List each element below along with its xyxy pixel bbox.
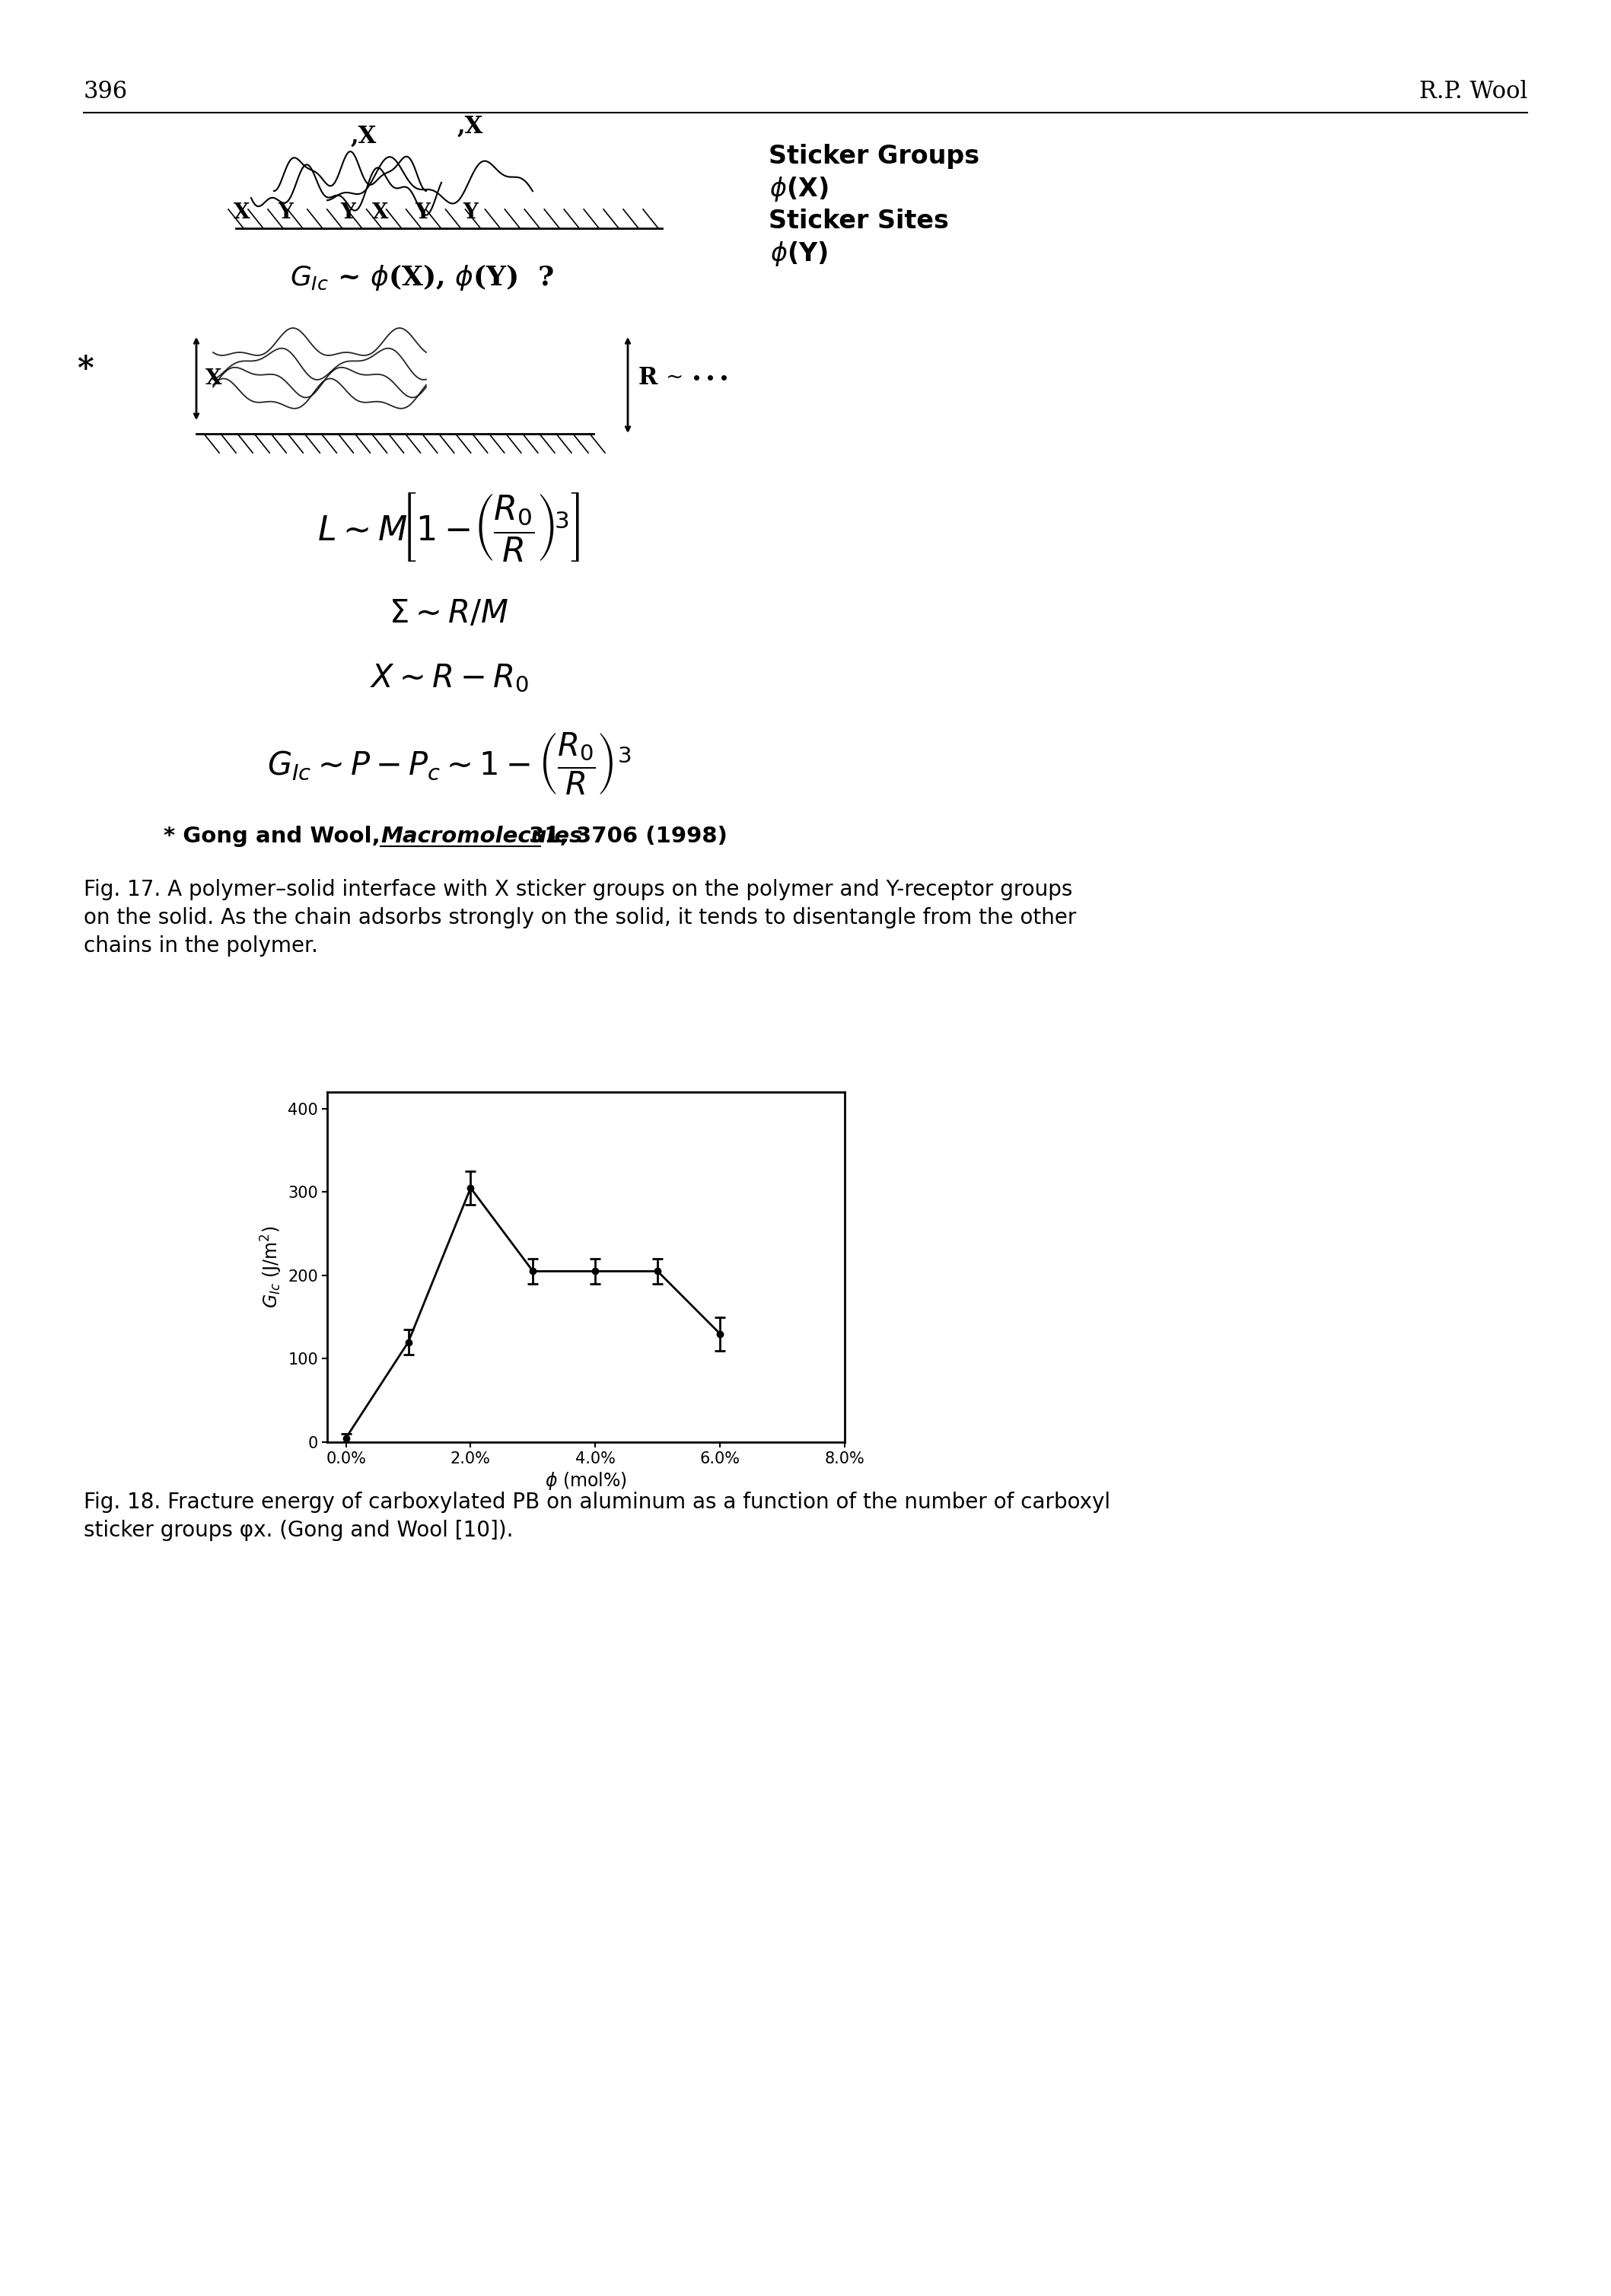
Text: $X \sim R - R_0$: $X \sim R - R_0$	[369, 661, 528, 693]
Text: 396: 396	[84, 80, 127, 103]
Y-axis label: $G_{Ic}$ (J/m$^2$): $G_{Ic}$ (J/m$^2$)	[259, 1226, 284, 1309]
Text: Y: Y	[277, 202, 293, 223]
Text: Y: Y	[414, 202, 430, 223]
X-axis label: $\phi$ (mol%): $\phi$ (mol%)	[545, 1469, 627, 1492]
Text: Macromolecules: Macromolecules	[380, 827, 583, 847]
Text: Y: Y	[462, 202, 478, 223]
Text: $G_{Ic}$ ~ $\phi$(X), $\phi$(Y)  ?: $G_{Ic}$ ~ $\phi$(X), $\phi$(Y) ?	[290, 262, 554, 292]
Text: Sticker Groups: Sticker Groups	[768, 142, 979, 168]
Text: $\Sigma \sim R/M$: $\Sigma \sim R/M$	[390, 597, 509, 629]
Text: R: R	[638, 365, 657, 390]
Text: Fig. 17. A polymer–solid interface with X sticker groups on the polymer and Y-re: Fig. 17. A polymer–solid interface with …	[84, 879, 1076, 957]
Text: X: X	[234, 202, 250, 223]
Text: *: *	[77, 354, 93, 386]
Text: R.P. Wool: R.P. Wool	[1419, 80, 1527, 103]
Text: * Gong and Wool,: * Gong and Wool,	[164, 827, 380, 847]
Text: ~: ~	[665, 367, 683, 388]
Text: Sticker Sites: Sticker Sites	[768, 209, 949, 234]
Text: $L \sim M\!\left[1-\!\left(\dfrac{R_0}{R}\right)^{\!3}\right]$: $L \sim M\!\left[1-\!\left(\dfrac{R_0}{R…	[317, 491, 580, 563]
Text: X: X	[206, 367, 222, 388]
Text: Fig. 18. Fracture energy of carboxylated PB on aluminum as a function of the num: Fig. 18. Fracture energy of carboxylated…	[84, 1492, 1110, 1541]
Text: $\phi$(X): $\phi$(X)	[770, 174, 828, 202]
Text: $G_{Ic} \sim P - P_c \sim 1 - \left(\dfrac{R_0}{R}\right)^3$: $G_{Ic} \sim P - P_c \sim 1 - \left(\dfr…	[267, 730, 632, 797]
Text: Y: Y	[340, 202, 356, 223]
Text: ,X: ,X	[351, 124, 377, 149]
Text: X: X	[372, 202, 388, 223]
Text: 31, 3706 (1998): 31, 3706 (1998)	[528, 827, 728, 847]
Text: ,X: ,X	[458, 115, 483, 138]
Text: $\phi$(Y): $\phi$(Y)	[770, 239, 828, 269]
